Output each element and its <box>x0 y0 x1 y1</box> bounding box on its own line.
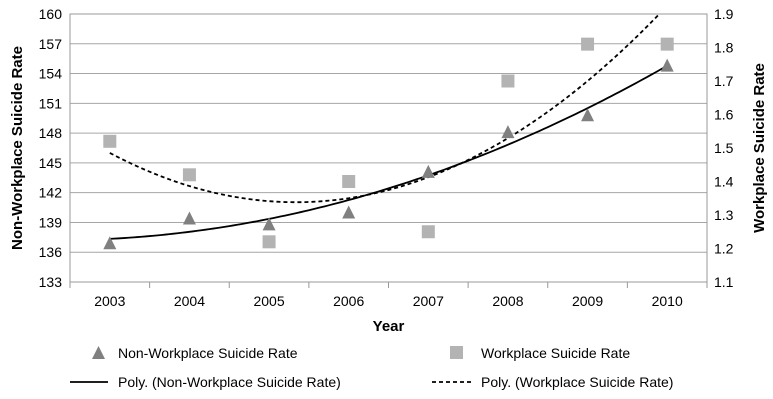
x-tick-label: 2009 <box>572 293 603 309</box>
non-workplace-point <box>342 205 356 219</box>
plot-border <box>69 13 708 283</box>
trendline-non-workplace <box>109 64 668 240</box>
data-points <box>103 37 674 250</box>
workplace-point <box>501 74 515 88</box>
left-tick-label: 133 <box>39 274 63 290</box>
right-tick-label: 1.4 <box>714 174 734 190</box>
workplace-point <box>262 235 276 249</box>
workplace-point <box>342 175 356 188</box>
legend-square-marker-icon <box>450 346 463 359</box>
right-axis-ticks: 1.1 1.2 1.3 1.4 1.5 1.6 1.7 1.8 1.9 <box>714 6 734 290</box>
x-tick-label: 2004 <box>174 293 205 309</box>
gridlines <box>70 13 707 283</box>
x-axis-ticks: 2003 2004 2005 2006 2007 2008 2009 2010 <box>69 282 708 309</box>
left-tick-label: 157 <box>39 36 63 52</box>
workplace-point <box>660 37 674 51</box>
right-tick-label: 1.1 <box>714 274 734 290</box>
non-workplace-point <box>581 108 595 122</box>
trendline-workplace <box>109 14 661 204</box>
non-workplace-point <box>501 125 515 139</box>
x-tick-label: 2007 <box>413 293 444 309</box>
right-tick-label: 1.7 <box>714 73 734 89</box>
workplace-point <box>581 37 595 51</box>
left-tick-label: 136 <box>39 244 63 260</box>
legend-label-non-workplace: Non-Workplace Suicide Rate <box>118 345 298 361</box>
right-tick-label: 1.8 <box>714 40 734 56</box>
left-tick-label: 160 <box>39 6 63 22</box>
left-axis-ticks: 133 136 139 142 145 148 151 154 157 160 <box>39 6 63 290</box>
legend-label-poly-non-workplace: Poly. (Non-Workplace Suicide Rate) <box>118 374 341 390</box>
left-tick-label: 148 <box>39 125 63 141</box>
right-tick-label: 1.9 <box>714 6 734 22</box>
left-tick-label: 139 <box>39 214 63 230</box>
right-tick-label: 1.6 <box>714 107 734 123</box>
left-tick-label: 145 <box>39 155 63 171</box>
non-workplace-point <box>421 164 435 178</box>
right-tick-label: 1.2 <box>714 241 734 257</box>
workplace-point <box>421 225 435 239</box>
non-workplace-point <box>660 58 674 72</box>
left-tick-label: 154 <box>39 66 63 82</box>
left-tick-label: 142 <box>39 185 63 201</box>
non-workplace-point <box>182 211 196 225</box>
x-axis-title: Year <box>373 318 405 335</box>
legend-triangle-marker-icon <box>92 346 105 359</box>
right-tick-label: 1.5 <box>714 140 734 156</box>
x-tick-label: 2008 <box>492 293 523 309</box>
legend-label-poly-workplace: Poly. (Workplace Suicide Rate) <box>481 374 673 390</box>
non-workplace-point <box>103 236 117 250</box>
left-tick-label: 151 <box>39 95 63 111</box>
non-workplace-point <box>262 217 276 231</box>
legend: Non-Workplace Suicide Rate Workplace Sui… <box>70 345 673 390</box>
legend-label-workplace: Workplace Suicide Rate <box>481 345 630 361</box>
workplace-point <box>103 134 117 148</box>
workplace-point <box>182 168 196 182</box>
x-tick-label: 2003 <box>94 293 125 309</box>
right-tick-label: 1.3 <box>714 207 734 223</box>
x-tick-label: 2005 <box>253 293 284 309</box>
x-tick-label: 2010 <box>652 293 683 309</box>
trendlines <box>109 14 668 240</box>
right-axis-title: Workplace Suicide Rate <box>751 63 768 233</box>
x-tick-label: 2006 <box>333 293 364 309</box>
left-axis-title: Non-Workplace Suicide Rate <box>9 46 26 250</box>
